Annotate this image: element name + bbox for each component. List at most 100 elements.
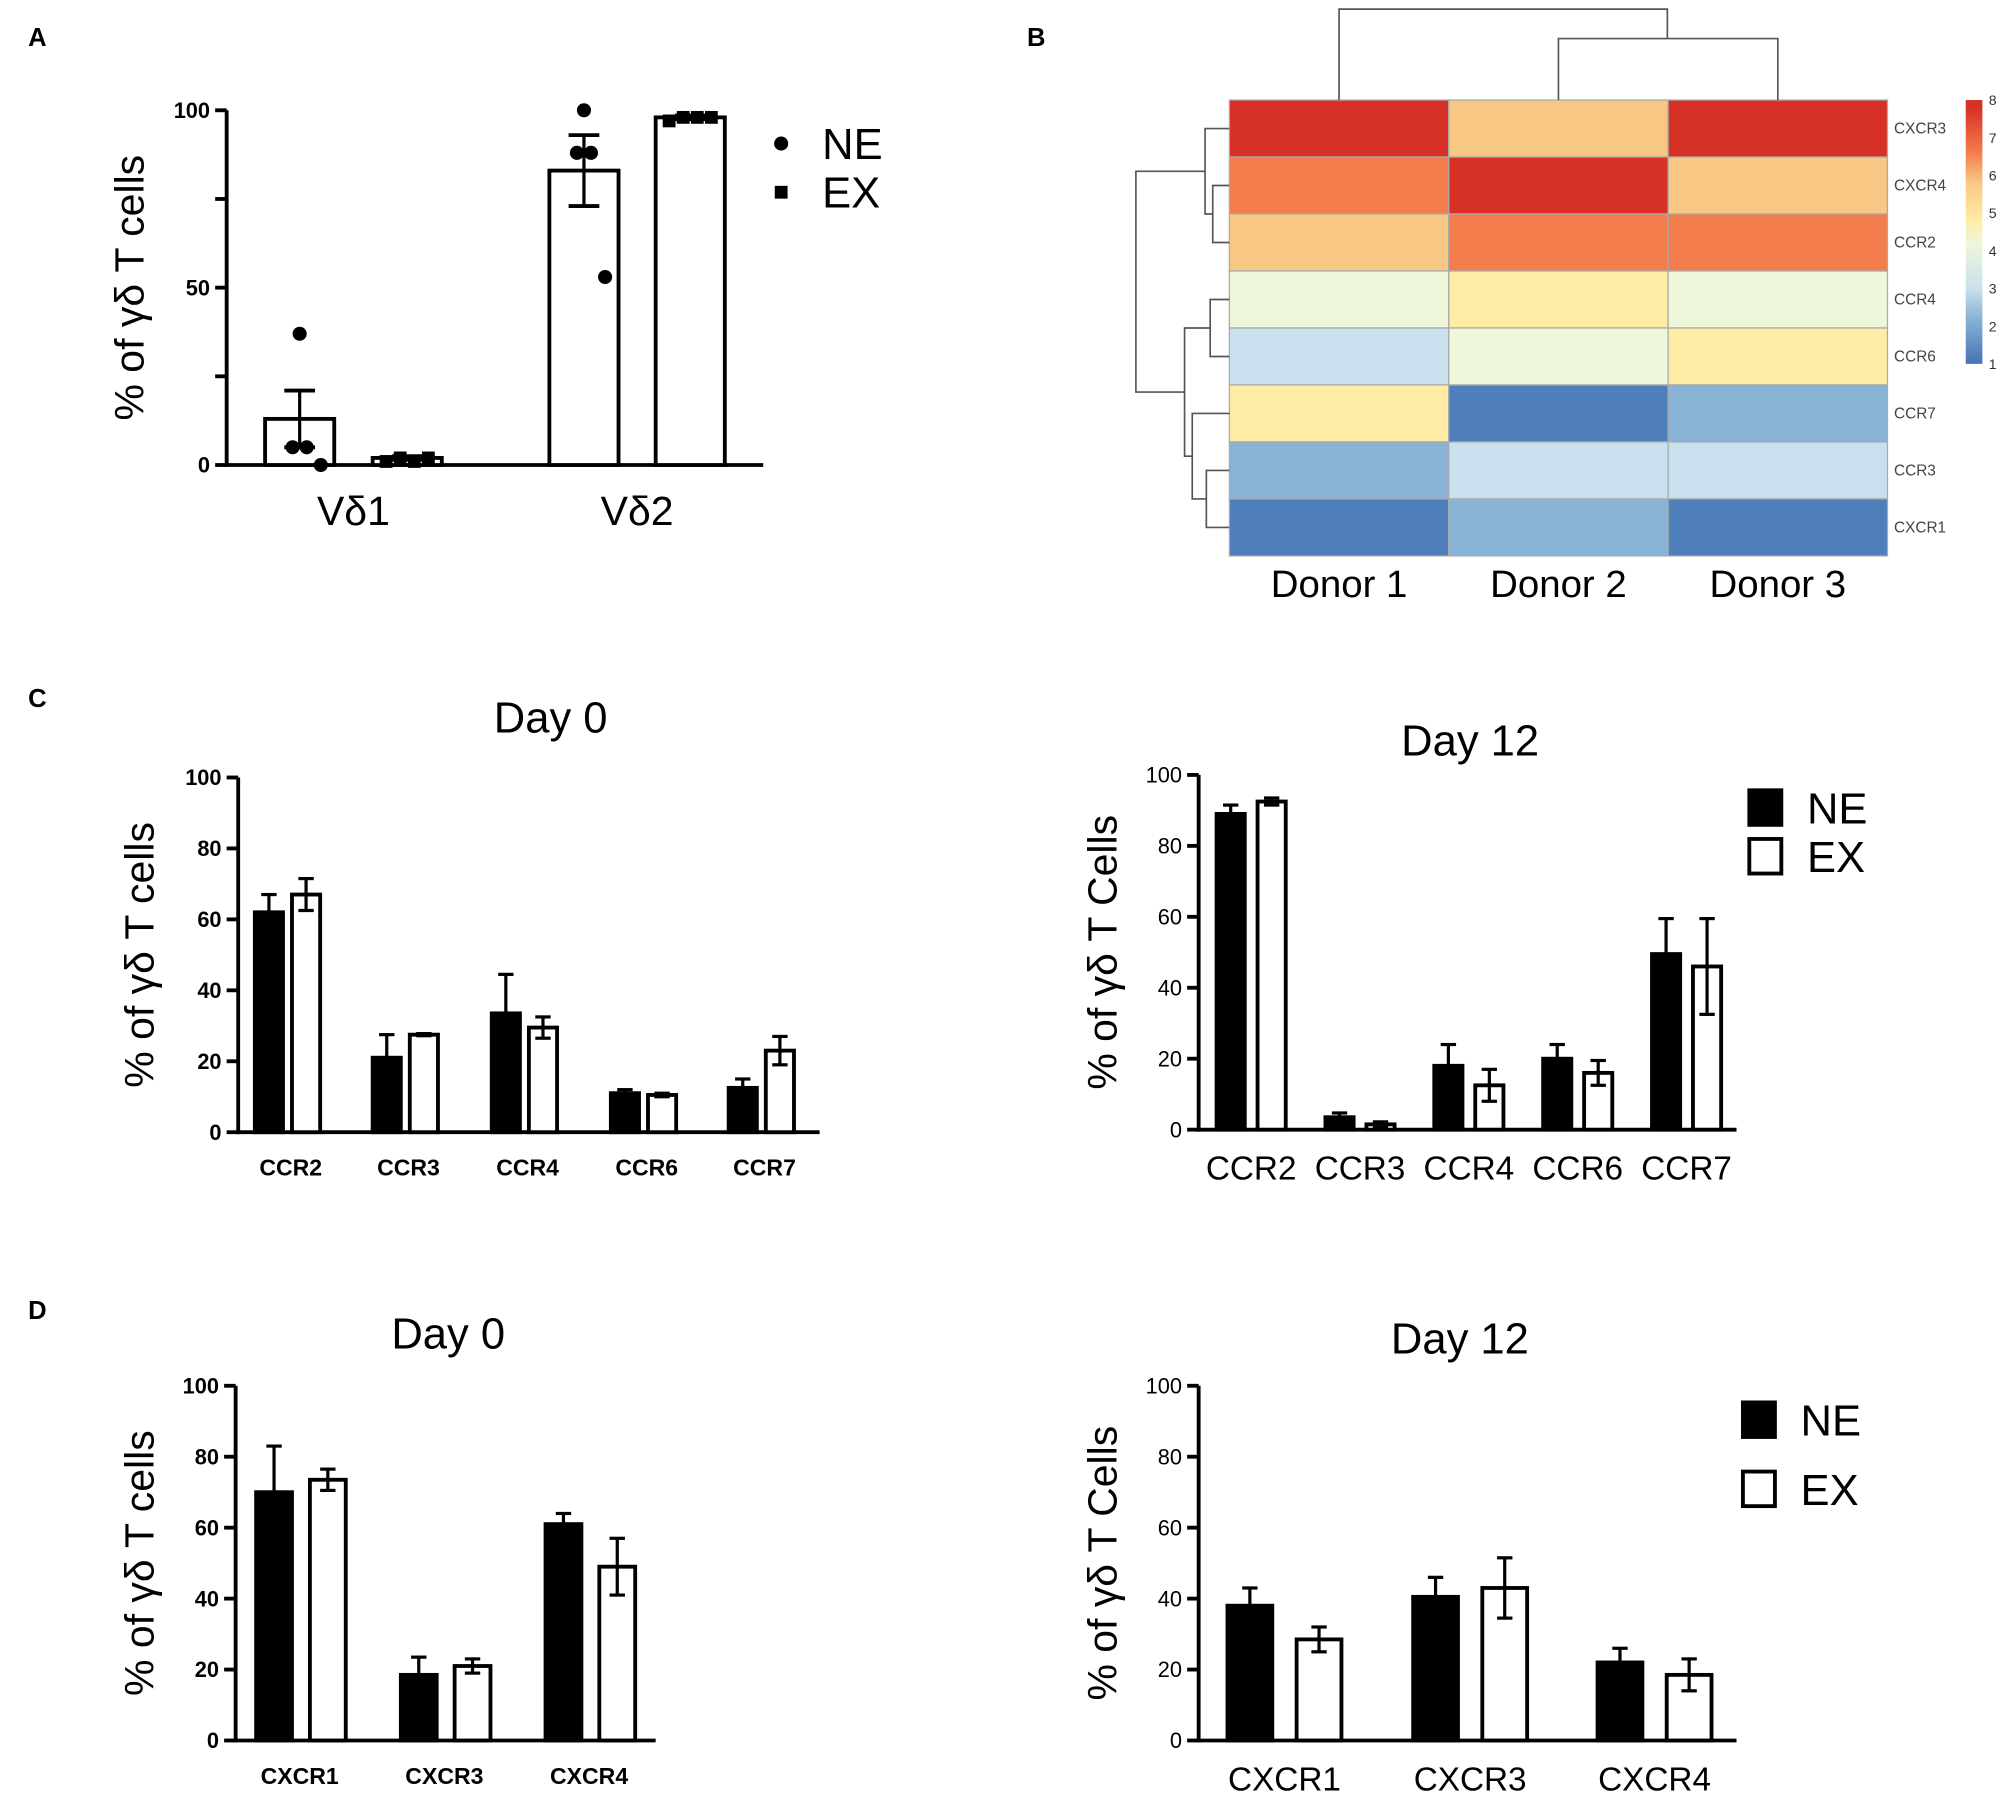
bar-ex <box>407 1032 440 1135</box>
colorbar-tick-label: 7 <box>1989 130 1997 146</box>
colorbar-tick-label: 6 <box>1989 168 1997 184</box>
heatmap-cell <box>1667 498 1889 557</box>
y-tick-label: 0 <box>1170 1728 1182 1753</box>
data-point-ex <box>690 110 704 124</box>
y-tick-label: 0 <box>1170 1117 1182 1142</box>
heatmap-cell <box>1448 384 1669 443</box>
colorbar-tick-label: 5 <box>1989 205 1997 221</box>
y-tick-label: 20 <box>195 1657 219 1682</box>
y-tick-label: 20 <box>1158 1046 1182 1071</box>
chart-title: Day 0 <box>494 695 608 743</box>
chart-title: Day 12 <box>1391 1316 1529 1364</box>
heatmap-cell <box>1448 441 1669 500</box>
y-axis-label: % of γδ T cells <box>106 155 152 421</box>
colorbar-tick-label: 3 <box>1989 281 1997 297</box>
data-point-ex <box>704 110 718 124</box>
panel-label-d: D <box>28 1297 47 1325</box>
heatmap-cell <box>1667 441 1889 500</box>
bar-ne <box>1323 1115 1356 1132</box>
y-tick-label: 40 <box>195 1586 219 1611</box>
y-tick-label: 20 <box>1158 1657 1182 1682</box>
column-label: Donor 2 <box>1490 563 1627 606</box>
y-tick-label: 80 <box>195 1444 219 1469</box>
legend-label: NE <box>822 121 882 169</box>
y-tick-label: 20 <box>197 1049 221 1074</box>
bar-ne <box>1432 1063 1465 1132</box>
bar-ne <box>547 168 621 467</box>
colorbar-tick-label: 4 <box>1989 243 1997 259</box>
heatmap-cell <box>1448 213 1669 272</box>
x-tick-label: CCR6 <box>1532 1151 1623 1188</box>
y-axis-label: % of γδ T Cells <box>1080 815 1126 1090</box>
y-tick-label: 40 <box>1158 975 1182 1000</box>
y-tick-label: 40 <box>197 978 221 1003</box>
dendrogram-branch <box>1204 127 1230 215</box>
colorbar-tick-label: 1 <box>1989 356 1997 372</box>
dendrogram-branch <box>1183 327 1211 458</box>
x-tick-label: CXCR4 <box>550 1763 628 1789</box>
bar-ex <box>452 1664 493 1743</box>
x-tick-label: Vδ2 <box>601 488 674 534</box>
data-point-ex <box>421 451 435 465</box>
heatmap-cell <box>1228 99 1450 158</box>
heatmap-cell <box>1448 156 1669 215</box>
y-tick-label: 80 <box>1158 834 1182 859</box>
heatmap-cell <box>1667 99 1889 158</box>
data-point-ex <box>662 114 676 128</box>
bar-ne <box>252 910 285 1135</box>
column-label: Donor 1 <box>1271 563 1408 606</box>
panel-label-c: C <box>28 685 47 713</box>
bar-ex <box>1255 799 1288 1132</box>
x-tick-label: Vδ1 <box>317 488 390 534</box>
data-point-ex <box>407 455 421 468</box>
y-tick-label: 100 <box>185 765 221 790</box>
chart-d-day0: 0 20 40 60 80 100 % of γδ T cells Day 0 CXCR1 CXC… <box>117 1311 656 1789</box>
y-tick-label: 80 <box>1158 1444 1182 1469</box>
column-label: Donor 3 <box>1709 563 1846 606</box>
legend-open-box-icon <box>1747 837 1784 876</box>
chart-title: Day 0 <box>391 1311 505 1359</box>
legend-label: EX <box>1807 834 1865 882</box>
bar-ne <box>1411 1594 1460 1743</box>
heatmap-cell <box>1448 498 1669 557</box>
dendrogram-branch <box>1557 37 1779 101</box>
legend-filled-box-icon <box>1740 1400 1777 1439</box>
y-tick-label: 60 <box>195 1515 219 1540</box>
data-point-ne <box>285 440 300 455</box>
chart-title: Day 12 <box>1401 718 1539 766</box>
x-tick-label: CXCR3 <box>405 1763 483 1789</box>
panel-label-a: A <box>28 24 47 52</box>
heatmap-cell <box>1228 327 1450 386</box>
x-tick-label: CXCR1 <box>1228 1761 1341 1797</box>
heatmap-cell <box>1667 213 1889 272</box>
legend-label: NE <box>1807 786 1867 834</box>
y-tick-label: 50 <box>186 275 210 300</box>
chart-c-day0: 0 20 40 60 80 100 % of γδ T cells Day 0 CCR2 CCR3… <box>117 695 820 1181</box>
data-point-ex <box>393 451 407 465</box>
x-tick-label: CXCR4 <box>1598 1761 1711 1797</box>
x-tick-label: CXCR3 <box>1414 1761 1527 1797</box>
x-tick-label: CXCR1 <box>261 1763 339 1789</box>
dendrogram-branch <box>1191 412 1230 500</box>
row-label: CCR7 <box>1894 406 1936 423</box>
legend-open-box-icon <box>1740 1469 1777 1509</box>
y-tick-label: 40 <box>1158 1586 1182 1611</box>
data-point-ex <box>379 455 393 468</box>
y-axis-label: % of γδ T cells <box>117 822 163 1088</box>
bar-ne <box>726 1085 759 1135</box>
row-label: CCR6 <box>1894 349 1936 366</box>
row-label: CCR3 <box>1894 463 1936 480</box>
y-tick-label: 100 <box>174 98 210 123</box>
legend-label: NE <box>1801 1398 1861 1446</box>
x-tick-label: CCR3 <box>377 1155 440 1181</box>
data-point-ne <box>598 269 613 285</box>
heatmap-cell <box>1228 498 1450 557</box>
row-label: CCR2 <box>1894 235 1936 252</box>
dendrogram-branch <box>1205 469 1230 529</box>
y-tick-label: 60 <box>197 907 221 932</box>
legend-filled-box-icon <box>1747 788 1784 827</box>
y-tick-label: 80 <box>197 836 221 861</box>
heatmap-cell <box>1448 99 1669 158</box>
